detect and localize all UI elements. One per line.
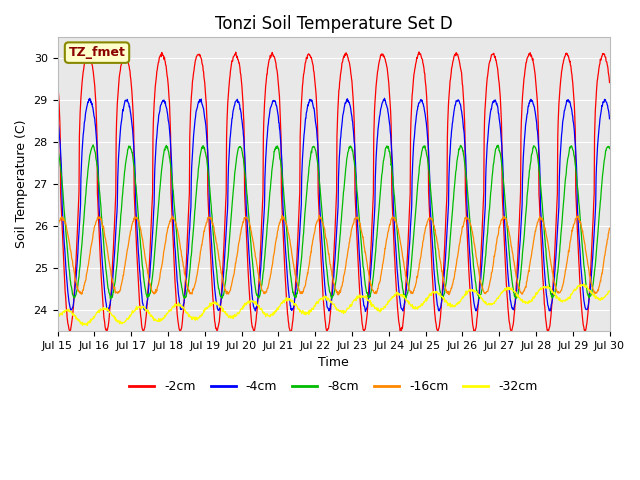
-2cm: [510, 318, 518, 324]
-4cm: [419, 101, 427, 107]
-16cm: [419, 239, 427, 244]
Y-axis label: Soil Temperature (C): Soil Temperature (C): [15, 120, 28, 248]
-8cm: [605, 145, 613, 151]
Line: -2cm: -2cm: [58, 52, 609, 333]
-8cm: [107, 296, 115, 302]
X-axis label: Time: Time: [318, 356, 349, 369]
-4cm: [175, 300, 183, 306]
-2cm: [284, 311, 291, 316]
-16cm: [284, 228, 292, 234]
-32cm: [509, 288, 517, 294]
-16cm: [557, 288, 565, 293]
Line: -16cm: -16cm: [58, 216, 609, 295]
-32cm: [84, 323, 92, 328]
-2cm: [54, 78, 61, 84]
-2cm: [415, 49, 423, 55]
-16cm: [54, 227, 61, 232]
-8cm: [419, 144, 427, 150]
Line: -4cm: -4cm: [58, 98, 609, 312]
-16cm: [605, 225, 613, 231]
-16cm: [510, 258, 518, 264]
-4cm: [362, 309, 369, 314]
-4cm: [510, 307, 518, 312]
Legend: -2cm, -4cm, -8cm, -16cm, -32cm: -2cm, -4cm, -8cm, -16cm, -32cm: [124, 375, 543, 398]
-32cm: [605, 288, 613, 294]
-8cm: [177, 274, 184, 279]
-4cm: [381, 96, 388, 101]
-4cm: [270, 98, 278, 104]
-32cm: [580, 281, 588, 287]
-2cm: [419, 57, 426, 62]
-4cm: [54, 115, 61, 120]
Line: -8cm: -8cm: [58, 145, 609, 299]
-8cm: [510, 290, 518, 296]
-2cm: [557, 73, 565, 79]
-32cm: [176, 301, 184, 307]
-8cm: [54, 145, 61, 151]
-8cm: [90, 142, 97, 148]
-4cm: [605, 116, 613, 121]
-8cm: [271, 146, 278, 152]
-4cm: [557, 138, 565, 144]
-2cm: [605, 80, 613, 85]
-16cm: [334, 292, 342, 298]
-4cm: [284, 276, 291, 282]
-16cm: [278, 213, 286, 218]
-32cm: [419, 303, 426, 309]
-16cm: [175, 238, 183, 244]
Text: TZ_fmet: TZ_fmet: [68, 46, 125, 59]
-2cm: [508, 330, 515, 336]
Line: -32cm: -32cm: [58, 284, 609, 325]
-32cm: [54, 316, 61, 322]
-32cm: [271, 311, 278, 317]
-2cm: [270, 54, 278, 60]
-2cm: [175, 327, 183, 333]
-8cm: [557, 228, 565, 234]
-32cm: [557, 299, 564, 304]
-8cm: [284, 248, 292, 253]
Title: Tonzi Soil Temperature Set D: Tonzi Soil Temperature Set D: [214, 15, 452, 33]
-16cm: [270, 251, 278, 257]
-32cm: [284, 297, 292, 302]
